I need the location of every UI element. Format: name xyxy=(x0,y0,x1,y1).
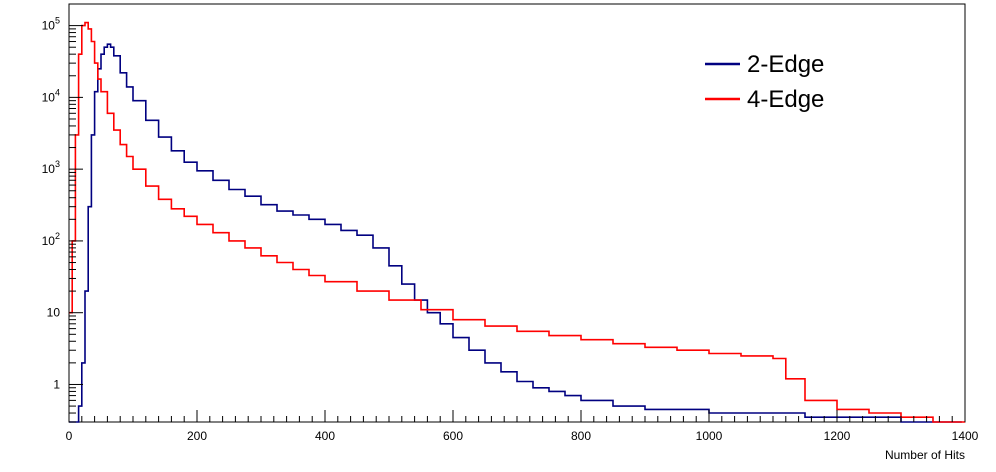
y-tick-label: 105 xyxy=(42,16,60,33)
series-line-4-edge xyxy=(69,21,965,423)
series-layer xyxy=(69,21,965,423)
legend: 2-Edge 4-Edge xyxy=(705,51,824,113)
y-tick-label: 103 xyxy=(42,159,60,176)
x-tick-label: 1200 xyxy=(824,429,851,443)
x-tick-label: 0 xyxy=(66,429,73,443)
legend-label-4-edge: 4-Edge xyxy=(747,86,824,113)
x-tick-label: 400 xyxy=(315,429,335,443)
y-tick-label: 10 xyxy=(47,306,61,320)
legend-label-2-edge: 2-Edge xyxy=(747,51,824,78)
plot-frame xyxy=(68,3,966,423)
x-tick-label: 600 xyxy=(443,429,463,443)
y-tick-label: 102 xyxy=(42,231,60,248)
x-tick-label: 800 xyxy=(571,429,591,443)
series-line-2-edge xyxy=(69,43,962,423)
x-axis: 0 200 400 600 800 1000 1200 1400 xyxy=(66,410,979,443)
y-axis: 1 10 102 103 104 105 xyxy=(42,3,83,423)
x-axis-title: Number of Hits xyxy=(885,448,965,462)
x-tick-label: 200 xyxy=(187,429,207,443)
x-tick-label: 1000 xyxy=(696,429,723,443)
y-tick-label: 1 xyxy=(53,377,60,391)
y-tick-label: 104 xyxy=(42,87,60,104)
x-tick-label: 1400 xyxy=(952,429,979,443)
